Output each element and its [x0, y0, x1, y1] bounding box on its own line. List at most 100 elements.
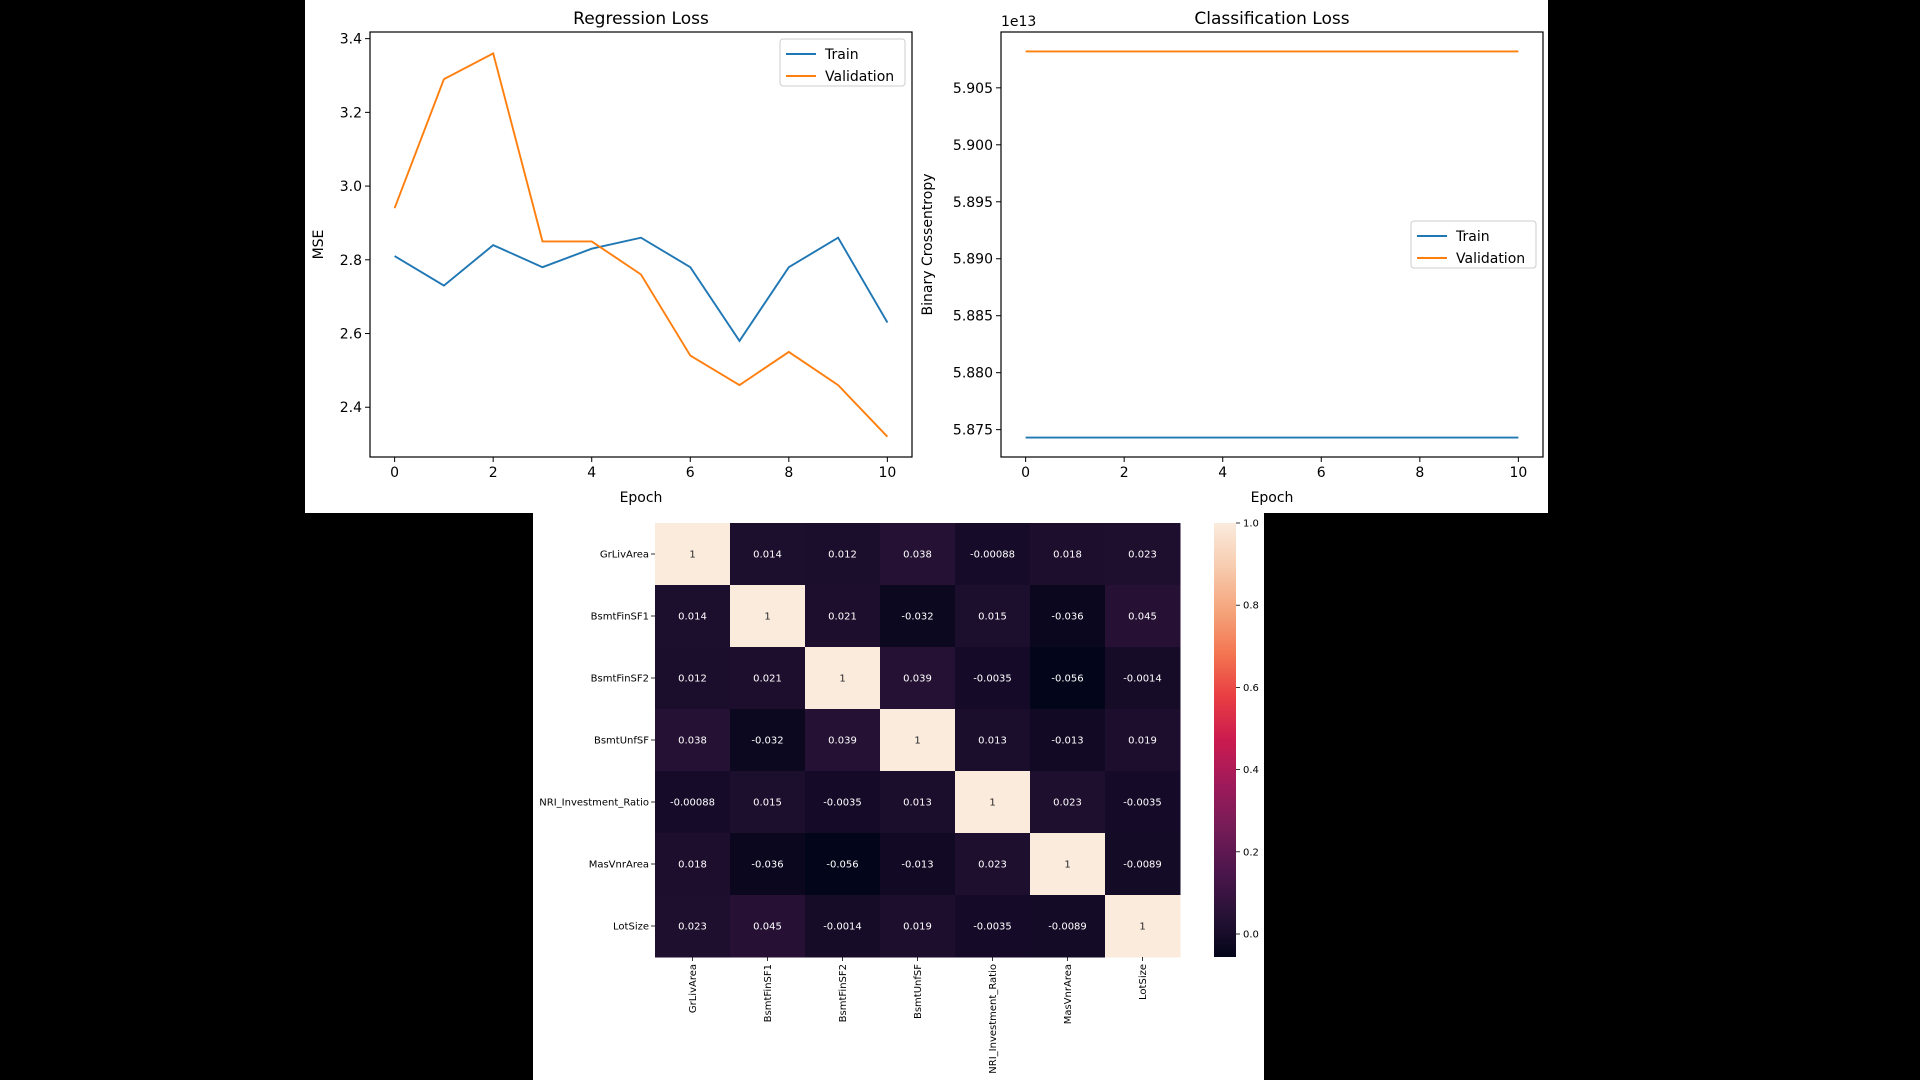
heatmap-cell-label: 1 [989, 798, 995, 809]
heatmap-cell-label: 0.012 [678, 674, 707, 685]
heatmap-cell-GrLivArea-NRI_Investment_Ratio [955, 523, 1031, 586]
heatmap-cell-label: 0.015 [978, 612, 1007, 623]
heatmap-cell-BsmtFinSF1-NRI_Investment_Ratio [955, 585, 1031, 648]
heatmap-cell-label: -0.0014 [823, 922, 862, 933]
loss-plots-svg: 0 2 4 6 8 10 2.4 2.6 2.8 3.0 3.2 3.4 Regression Loss… [311, 9, 1544, 506]
heatmap-cell-NRI_Investment_Ratio-GrLivArea [655, 771, 731, 834]
heatmap-cell-GrLivArea-BsmtUnfSF [880, 523, 956, 586]
colorbar-tick-label: 0.0 [1243, 929, 1259, 940]
heatmap-cell-GrLivArea-LotSize [1105, 523, 1181, 586]
heatmap-cell-label: 1 [689, 550, 695, 561]
heatmap-cell-BsmtFinSF2-BsmtUnfSF [880, 647, 956, 710]
heatmap-cell-label: 0.012 [828, 550, 857, 561]
heatmap-cell-GrLivArea-BsmtFinSF1 [730, 523, 806, 586]
heatmap-cell-LotSize-MasVnrArea [1030, 895, 1106, 958]
colorbar-tick-label: 0.2 [1243, 847, 1259, 858]
chart1-x-tick-label: 2 [1120, 465, 1129, 481]
heatmap-cell-NRI_Investment_Ratio-BsmtUnfSF [880, 771, 956, 834]
heatmap-cell-NRI_Investment_Ratio-BsmtFinSF1 [730, 771, 806, 834]
heatmap-cell-LotSize-LotSize [1105, 895, 1181, 958]
chart1-y-tick-label: 5.905 [953, 81, 993, 97]
heatmap-cell-label: -0.056 [826, 860, 858, 871]
training-loss-figure: 0 2 4 6 8 10 2.4 2.6 2.8 3.0 3.2 3.4 Regression Loss… [305, 0, 1548, 513]
chart1-title: Classification Loss [1194, 9, 1349, 29]
heatmap-cell-label: -0.00088 [670, 798, 715, 809]
correlation-heatmap-svg: 1 0.014 0.012 0.038 -0.00088 0.018 0.023 0.014 1… [539, 519, 1259, 1074]
heatmap-cell-LotSize-GrLivArea [655, 895, 731, 958]
heatmap-col-label: MasVnrArea [1063, 964, 1074, 1024]
heatmap-cell-label: 0.019 [903, 922, 932, 933]
heatmap-cell-label: -0.00088 [970, 550, 1015, 561]
heatmap-cell-BsmtUnfSF-GrLivArea [655, 709, 731, 772]
colorbar-tick-label: 0.4 [1243, 765, 1259, 776]
heatmap-cell-BsmtFinSF1-LotSize [1105, 585, 1181, 648]
heatmap-cell-label: 0.013 [903, 798, 932, 809]
chart0-y-tick-label: 3.2 [340, 105, 362, 121]
chart0-x-axis-label: Epoch [620, 490, 663, 506]
heatmap-cell-BsmtFinSF1-BsmtFinSF1 [730, 585, 806, 648]
heatmap-cell-BsmtFinSF1-BsmtFinSF2 [805, 585, 881, 648]
heatmap-cell-label: 0.018 [1053, 550, 1082, 561]
heatmap-row-label: NRI_Investment_Ratio [539, 798, 649, 809]
heatmap-cell-label: 0.021 [753, 674, 782, 685]
heatmap-cell-GrLivArea-MasVnrArea [1030, 523, 1106, 586]
heatmap-cell-label: 0.045 [753, 922, 782, 933]
chart1-x-tick-label: 10 [1509, 465, 1527, 481]
heatmap-cell-label: 0.015 [753, 798, 782, 809]
colorbar-tick-label: 0.6 [1243, 683, 1259, 694]
chart0-y-tick-label: 2.4 [340, 400, 362, 416]
heatmap-cell-label: -0.056 [1051, 674, 1083, 685]
heatmap-col-label: BsmtFinSF2 [838, 964, 849, 1022]
chart1-y-tick-label: 5.885 [953, 309, 993, 325]
heatmap-cell-MasVnrArea-BsmtUnfSF [880, 833, 956, 896]
heatmap-row-label: BsmtFinSF2 [591, 674, 649, 685]
heatmap-cell-label: 0.023 [678, 922, 707, 933]
heatmap-cell-label: -0.036 [751, 860, 783, 871]
heatmap-cell-LotSize-NRI_Investment_Ratio [955, 895, 1031, 958]
chart1-y-tick-label: 5.895 [953, 195, 993, 211]
heatmap-cell-MasVnrArea-GrLivArea [655, 833, 731, 896]
chart1-legend-box [1410, 220, 1537, 269]
heatmap-cell-label: 0.045 [1128, 612, 1157, 623]
heatmap-cell-label: 0.023 [978, 860, 1007, 871]
heatmap-cell-BsmtFinSF2-LotSize [1105, 647, 1181, 710]
chart1-axes-frame [1000, 31, 1544, 458]
chart0-legend-label-validation: Validation [825, 69, 894, 85]
chart1-y-axis-label: Binary Crossentropy [920, 174, 936, 316]
heatmap-cell-BsmtFinSF1-MasVnrArea [1030, 585, 1106, 648]
chart0-x-tick-label: 2 [489, 465, 498, 481]
chart1-x-tick-label: 8 [1415, 465, 1424, 481]
heatmap-cell-LotSize-BsmtUnfSF [880, 895, 956, 958]
heatmap-cell-label: -0.0089 [1123, 860, 1162, 871]
heatmap-row-label: GrLivArea [600, 550, 649, 561]
heatmap-cell-NRI_Investment_Ratio-BsmtFinSF2 [805, 771, 881, 834]
heatmap-cell-BsmtFinSF2-BsmtFinSF2 [805, 647, 881, 710]
heatmap-cell-label: 0.039 [903, 674, 932, 685]
chart0-x-tick-label: 0 [390, 465, 399, 481]
chart0-x-tick-label: 10 [878, 465, 896, 481]
chart1-legend: Train Validation [1410, 220, 1537, 269]
heatmap-cell-label: -0.0035 [973, 674, 1012, 685]
heatmap-cell-MasVnrArea-MasVnrArea [1030, 833, 1106, 896]
heatmap-cell-label: 1 [1139, 922, 1145, 933]
heatmap-cell-label: -0.0035 [973, 922, 1012, 933]
heatmap-cell-label: 0.018 [678, 860, 707, 871]
heatmap-cell-label: -0.036 [1051, 612, 1083, 623]
heatmap-cell-label: 0.014 [678, 612, 707, 623]
chart1-x-axis-label: Epoch [1251, 490, 1294, 506]
heatmap-cell-label: 0.023 [1053, 798, 1082, 809]
heatmap-cell-label: 0.021 [828, 612, 857, 623]
chart1-y-tick-label: 5.890 [953, 252, 993, 268]
chart1-y-tick-label: 5.900 [953, 138, 993, 154]
chart0-legend-label-train: Train [824, 47, 859, 63]
heatmap-cell-label: -0.0035 [1123, 798, 1162, 809]
chart0-x-tick-label: 8 [784, 465, 793, 481]
heatmap-cell-BsmtFinSF2-BsmtFinSF1 [730, 647, 806, 710]
chart0-legend: Train Validation [779, 38, 906, 87]
chart1-y-tick-label: 5.875 [953, 423, 993, 439]
heatmap-col-label: BsmtFinSF1 [763, 964, 774, 1022]
heatmap-cell-label: -0.032 [901, 612, 933, 623]
heatmap-cell-LotSize-BsmtFinSF2 [805, 895, 881, 958]
chart1-y-tick-label: 5.880 [953, 366, 993, 382]
heatmap-col-label: GrLivArea [688, 964, 699, 1013]
